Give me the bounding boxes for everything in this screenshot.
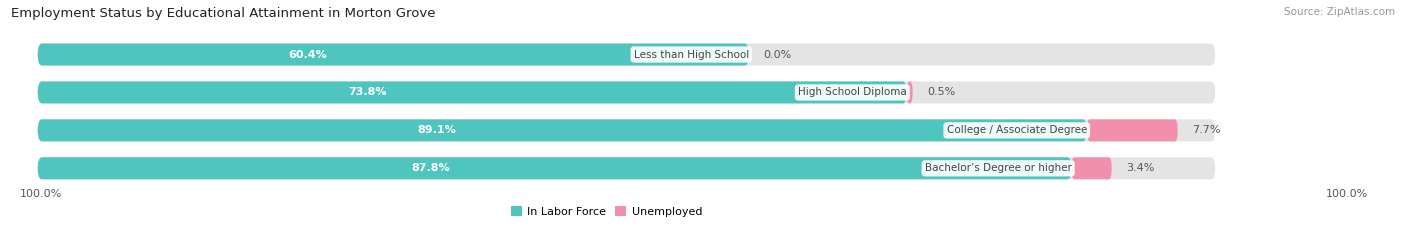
FancyBboxPatch shape	[38, 119, 1215, 141]
Text: College / Associate Degree: College / Associate Degree	[946, 125, 1087, 135]
Text: 3.4%: 3.4%	[1126, 163, 1154, 173]
Text: Employment Status by Educational Attainment in Morton Grove: Employment Status by Educational Attainm…	[11, 7, 436, 20]
Text: 89.1%: 89.1%	[418, 125, 456, 135]
Text: Bachelor’s Degree or higher: Bachelor’s Degree or higher	[925, 163, 1071, 173]
Text: Source: ZipAtlas.com: Source: ZipAtlas.com	[1284, 7, 1395, 17]
FancyBboxPatch shape	[38, 119, 1087, 141]
FancyBboxPatch shape	[1071, 157, 1112, 179]
Text: 0.0%: 0.0%	[763, 49, 792, 59]
Text: 73.8%: 73.8%	[349, 87, 387, 97]
Text: 100.0%: 100.0%	[20, 189, 62, 199]
Text: Less than High School: Less than High School	[634, 49, 749, 59]
FancyBboxPatch shape	[38, 82, 1215, 103]
FancyBboxPatch shape	[38, 44, 749, 65]
Text: 60.4%: 60.4%	[288, 49, 328, 59]
Text: 0.5%: 0.5%	[927, 87, 955, 97]
FancyBboxPatch shape	[38, 82, 907, 103]
Text: High School Diploma: High School Diploma	[799, 87, 907, 97]
FancyBboxPatch shape	[38, 157, 1071, 179]
FancyBboxPatch shape	[907, 82, 912, 103]
Legend: In Labor Force, Unemployed: In Labor Force, Unemployed	[506, 202, 707, 221]
Text: 7.7%: 7.7%	[1192, 125, 1220, 135]
FancyBboxPatch shape	[1087, 119, 1178, 141]
FancyBboxPatch shape	[38, 157, 1215, 179]
Text: 100.0%: 100.0%	[1326, 189, 1368, 199]
Text: 87.8%: 87.8%	[411, 163, 450, 173]
FancyBboxPatch shape	[38, 44, 1215, 65]
